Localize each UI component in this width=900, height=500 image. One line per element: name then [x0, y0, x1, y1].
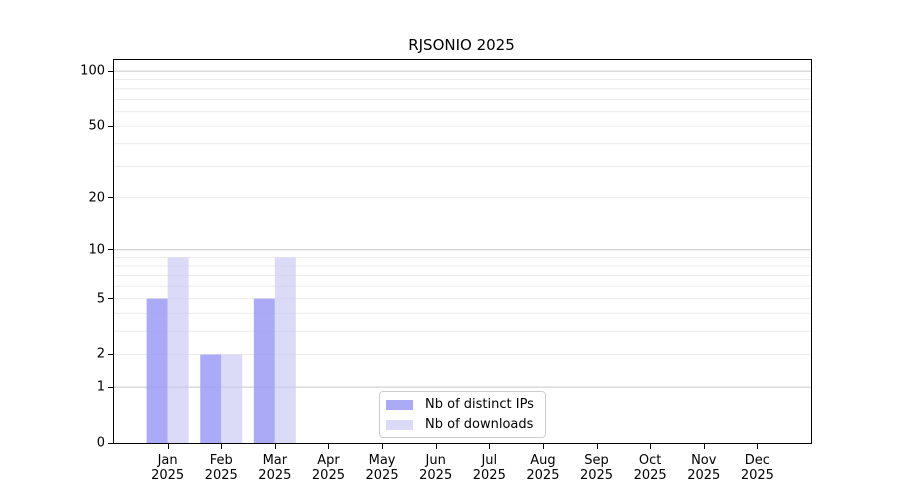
- x-tick-mark: [382, 444, 384, 449]
- legend-item-downloads: Nb of downloads: [386, 416, 539, 433]
- x-tick-label: Apr 2025: [311, 453, 345, 483]
- x-tick-label: Jan 2025: [151, 453, 185, 483]
- x-tick-label: Nov 2025: [687, 453, 721, 483]
- x-tick-mark: [703, 444, 705, 449]
- x-tick-label: Mar 2025: [258, 453, 292, 483]
- legend-label-downloads: Nb of downloads: [425, 416, 534, 432]
- x-tick-label: Dec 2025: [740, 453, 774, 483]
- legend: Nb of distinct IPs Nb of downloads: [379, 391, 546, 438]
- x-tick-label: Aug 2025: [526, 453, 560, 483]
- bar: [146, 298, 168, 443]
- x-tick-mark: [489, 444, 491, 449]
- y-tick-mark: [108, 386, 113, 388]
- x-tick-label: Oct 2025: [633, 453, 667, 483]
- y-tick-mark: [108, 298, 113, 300]
- x-tick-mark: [167, 444, 169, 449]
- x-tick-label: Jul 2025: [472, 453, 506, 483]
- y-tick-label: 0: [96, 435, 105, 451]
- y-tick-label: 20: [88, 190, 105, 206]
- bar: [200, 354, 222, 443]
- x-tick-label: Sep 2025: [579, 453, 614, 483]
- legend-label-distinct-ips: Nb of distinct IPs: [425, 396, 534, 412]
- x-tick-label: May 2025: [365, 453, 399, 483]
- x-tick-mark: [274, 444, 276, 449]
- x-tick-mark: [435, 444, 437, 449]
- x-tick-mark: [650, 444, 652, 449]
- plot-area: [113, 59, 812, 444]
- legend-item-distinct-ips: Nb of distinct IPs: [386, 396, 539, 413]
- x-tick-mark: [328, 444, 330, 449]
- chart-canvas: [114, 70, 811, 443]
- y-tick-label: 50: [88, 118, 105, 134]
- y-tick-label: 2: [96, 346, 105, 362]
- x-tick-mark: [757, 444, 759, 449]
- x-tick-label: Jun 2025: [419, 453, 453, 483]
- chart-title: RJSONIO 2025: [408, 36, 515, 54]
- bar: [221, 354, 243, 443]
- y-tick-label: 100: [80, 63, 105, 79]
- x-tick-mark: [596, 444, 598, 449]
- x-tick-mark: [221, 444, 223, 449]
- y-tick-mark: [108, 125, 113, 127]
- legend-swatch-downloads-icon: [386, 419, 413, 430]
- x-tick-mark: [542, 444, 544, 449]
- y-tick-label: 10: [88, 242, 105, 258]
- y-tick-label: 5: [96, 291, 105, 307]
- bar: [274, 257, 296, 443]
- y-tick-mark: [108, 249, 113, 251]
- y-tick-mark: [108, 442, 113, 444]
- legend-swatch-distinct-ips-icon: [386, 399, 413, 410]
- bar: [253, 298, 275, 443]
- y-tick-mark: [108, 353, 113, 355]
- bar: [167, 257, 189, 443]
- y-tick-mark: [108, 197, 113, 199]
- y-tick-mark: [108, 70, 113, 72]
- x-tick-label: Feb 2025: [204, 453, 238, 483]
- y-tick-label: 1: [96, 379, 105, 395]
